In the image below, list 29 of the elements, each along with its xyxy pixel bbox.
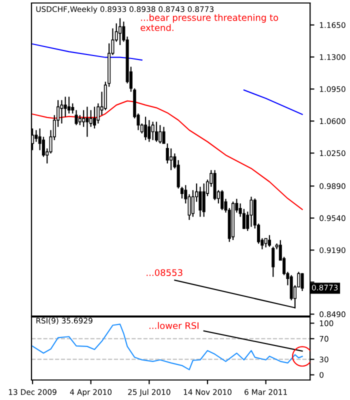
annotation: ...bear pressure threatening to extend. — [140, 14, 278, 32]
candlestick — [78, 114, 82, 126]
candlestick — [74, 110, 78, 126]
candlestick — [148, 120, 151, 142]
candlestick — [202, 182, 206, 218]
candlestick — [154, 121, 158, 142]
candlestick — [250, 196, 253, 228]
annotation: ...08553 — [146, 269, 182, 276]
candlestick — [264, 238, 268, 248]
candlestick — [64, 96, 67, 118]
annotation: ...lower RSI — [149, 322, 198, 330]
candlestick — [34, 130, 38, 142]
candlestick — [144, 116, 148, 141]
candlestick — [67, 96, 71, 114]
candlestick — [82, 110, 86, 128]
candlestick — [170, 148, 173, 171]
candlestick — [220, 190, 224, 211]
candlestick — [300, 272, 304, 292]
line-series — [32, 100, 303, 210]
candlestick — [92, 106, 96, 130]
candlestick — [60, 100, 64, 124]
candlestick — [188, 194, 191, 220]
candlestick — [268, 234, 271, 248]
candlestick — [151, 121, 154, 141]
candlestick — [198, 186, 202, 218]
candlestick — [86, 106, 89, 138]
candlestick — [158, 124, 162, 144]
candlestick — [118, 18, 122, 46]
candlestick — [272, 246, 275, 278]
